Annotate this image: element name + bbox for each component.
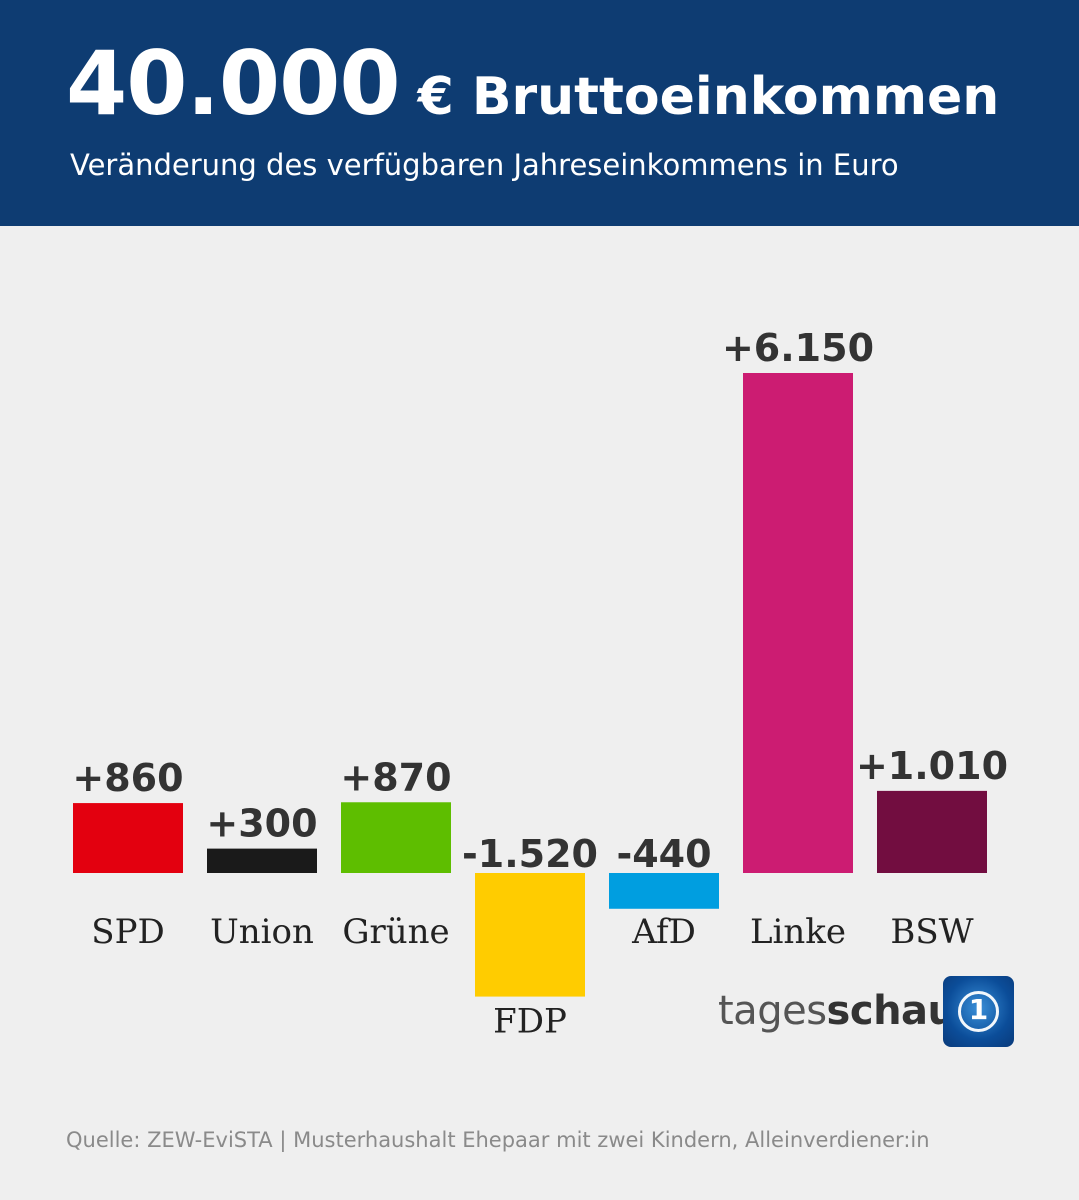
logo-text-light: tages	[718, 988, 827, 1034]
category-label-bsw: BSW	[890, 912, 973, 952]
logo-wordmark: tagesschau	[718, 988, 956, 1034]
title-number: 40.000	[66, 32, 401, 135]
category-label-linke: Linke	[750, 912, 846, 952]
bar-fdp	[475, 873, 585, 997]
bar-chart: +860 SPD +300 Union +870 Grüne -1.520 FDP -440 Af…	[72, 326, 1008, 1042]
value-label-linke: +6.150	[722, 326, 874, 370]
category-label-spd: SPD	[91, 912, 164, 952]
bar-union	[207, 848, 317, 873]
bar-linke	[743, 373, 853, 873]
value-label-fdp: -1.520	[462, 832, 598, 876]
bar-spd	[73, 803, 183, 873]
chart-subtitle: Veränderung des verfügbaren Jahreseinkom…	[70, 148, 899, 182]
value-label-spd: +860	[72, 756, 183, 800]
bar-grne	[341, 802, 451, 873]
value-label-bsw: +1.010	[856, 744, 1008, 788]
category-label-grne: Grüne	[342, 912, 449, 952]
value-label-afd: -440	[616, 832, 711, 876]
category-label-fdp: FDP	[493, 1002, 567, 1042]
value-label-union: +300	[206, 802, 317, 846]
logo-badge-glyph: 1	[968, 993, 989, 1026]
logo-text-bold: schau	[826, 988, 956, 1034]
bar-bsw	[877, 790, 987, 873]
category-label-afd: AfD	[631, 912, 696, 952]
header-banner: 40.000 € Bruttoeinkommen Veränderung des …	[0, 0, 1079, 226]
chart-title: 40.000 € Bruttoeinkommen	[66, 40, 999, 128]
tagesschau-logo-icon: 1	[943, 976, 1014, 1047]
source-note: Quelle: ZEW-EviSTA | Musterhaushalt Ehep…	[66, 1128, 930, 1152]
title-text: € Bruttoeinkommen	[417, 67, 1000, 127]
value-label-grne: +870	[340, 755, 451, 799]
bar-afd	[609, 873, 719, 909]
category-label-union: Union	[210, 912, 314, 952]
logo-ring	[958, 991, 999, 1032]
